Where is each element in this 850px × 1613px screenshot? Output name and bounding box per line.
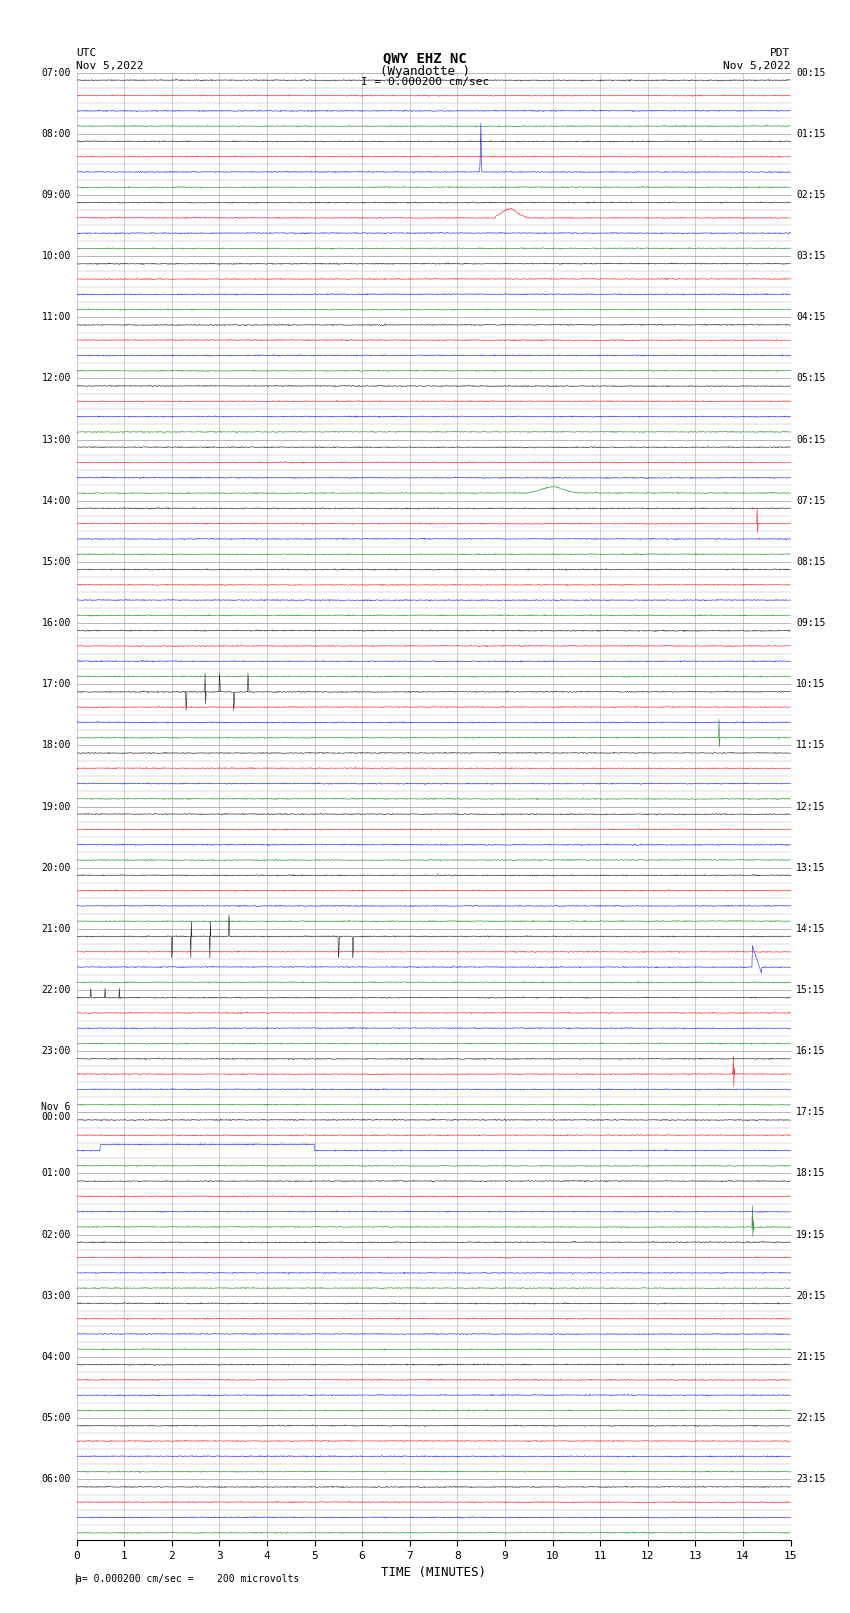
Text: 11:15: 11:15 <box>796 740 825 750</box>
Text: 07:15: 07:15 <box>796 495 825 506</box>
Text: 19:15: 19:15 <box>796 1229 825 1240</box>
Text: I = 0.000200 cm/sec: I = 0.000200 cm/sec <box>361 77 489 87</box>
Text: 09:00: 09:00 <box>42 190 71 200</box>
Text: PDT: PDT <box>770 48 790 58</box>
Text: 08:15: 08:15 <box>796 556 825 566</box>
Text: |: | <box>72 1573 79 1584</box>
Text: 02:15: 02:15 <box>796 190 825 200</box>
Text: 03:00: 03:00 <box>42 1290 71 1300</box>
Text: 22:00: 22:00 <box>42 986 71 995</box>
Text: 02:00: 02:00 <box>42 1229 71 1240</box>
Text: 10:15: 10:15 <box>796 679 825 689</box>
Text: 07:00: 07:00 <box>42 68 71 77</box>
Text: 14:00: 14:00 <box>42 495 71 506</box>
Text: QWY EHZ NC: QWY EHZ NC <box>383 52 467 66</box>
Text: 18:15: 18:15 <box>796 1168 825 1179</box>
Text: 20:00: 20:00 <box>42 863 71 873</box>
Text: Nov 5,2022: Nov 5,2022 <box>76 61 144 71</box>
Text: 08:00: 08:00 <box>42 129 71 139</box>
Text: 12:15: 12:15 <box>796 802 825 811</box>
Text: 22:15: 22:15 <box>796 1413 825 1423</box>
Text: Nov 6: Nov 6 <box>42 1102 71 1113</box>
Text: 15:15: 15:15 <box>796 986 825 995</box>
Text: 11:00: 11:00 <box>42 313 71 323</box>
Text: 17:00: 17:00 <box>42 679 71 689</box>
Text: 17:15: 17:15 <box>796 1107 825 1118</box>
Text: 15:00: 15:00 <box>42 556 71 566</box>
Text: 16:15: 16:15 <box>796 1047 825 1057</box>
Text: 23:15: 23:15 <box>796 1474 825 1484</box>
Text: 13:00: 13:00 <box>42 434 71 445</box>
Text: UTC: UTC <box>76 48 97 58</box>
Text: 09:15: 09:15 <box>796 618 825 627</box>
Text: 00:15: 00:15 <box>796 68 825 77</box>
Text: 03:15: 03:15 <box>796 252 825 261</box>
Text: 14:15: 14:15 <box>796 924 825 934</box>
Text: 21:15: 21:15 <box>796 1352 825 1361</box>
Text: 06:15: 06:15 <box>796 434 825 445</box>
Text: 01:15: 01:15 <box>796 129 825 139</box>
Text: 13:15: 13:15 <box>796 863 825 873</box>
Text: 04:15: 04:15 <box>796 313 825 323</box>
X-axis label: TIME (MINUTES): TIME (MINUTES) <box>381 1566 486 1579</box>
Text: 18:00: 18:00 <box>42 740 71 750</box>
Text: 00:00: 00:00 <box>42 1113 71 1123</box>
Text: 04:00: 04:00 <box>42 1352 71 1361</box>
Text: 10:00: 10:00 <box>42 252 71 261</box>
Text: 16:00: 16:00 <box>42 618 71 627</box>
Text: 20:15: 20:15 <box>796 1290 825 1300</box>
Text: 05:15: 05:15 <box>796 373 825 384</box>
Text: 06:00: 06:00 <box>42 1474 71 1484</box>
Text: 05:00: 05:00 <box>42 1413 71 1423</box>
Text: 21:00: 21:00 <box>42 924 71 934</box>
Text: (Wyandotte ): (Wyandotte ) <box>380 65 470 77</box>
Text: a= 0.000200 cm/sec =    200 microvolts: a= 0.000200 cm/sec = 200 microvolts <box>76 1574 300 1584</box>
Text: 01:00: 01:00 <box>42 1168 71 1179</box>
Text: 23:00: 23:00 <box>42 1047 71 1057</box>
Text: 19:00: 19:00 <box>42 802 71 811</box>
Text: 12:00: 12:00 <box>42 373 71 384</box>
Text: Nov 5,2022: Nov 5,2022 <box>723 61 791 71</box>
